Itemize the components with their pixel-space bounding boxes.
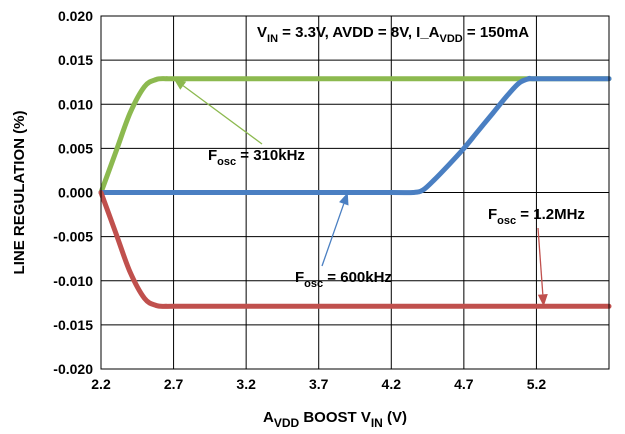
condition-label: VIN = 3.3V, AVDD = 8V, I_AVDD = 150mA	[257, 24, 529, 45]
annotation-arrow-shaft	[321, 203, 345, 267]
x-axis-title-main-2: BOOST V	[299, 409, 371, 426]
series-layer	[98, 75, 612, 309]
x-tick-label: 3.7	[309, 376, 329, 392]
annotation-suffix: = 600kHz	[323, 269, 392, 286]
annotation-600khz: Fosc = 600kHz	[295, 269, 392, 290]
x-tick-label: 3.2	[236, 376, 256, 392]
series-line-0	[98, 76, 612, 195]
condition-sub-2: VDD	[440, 33, 463, 45]
annotation-1-2mhz: Fosc = 1.2MHz	[488, 206, 585, 227]
x-tick-label: 4.7	[454, 376, 474, 392]
plot-frame	[100, 15, 610, 370]
annotation-suffix: = 1.2MHz	[516, 206, 585, 223]
condition-part-3: = 150mA	[463, 24, 529, 41]
x-axis-title: AVDD BOOST VIN (V)	[263, 409, 407, 430]
condition-part-1: V	[257, 24, 267, 41]
annotation-310khz: Fosc = 310kHz	[208, 147, 305, 168]
x-axis-title-tail: (V)	[383, 409, 407, 426]
annotation-sub: osc	[497, 215, 516, 227]
annotation-prefix: F	[208, 147, 217, 164]
annotation-arrows	[173, 78, 548, 307]
x-axis-title-main: A	[263, 409, 274, 426]
series-line-2	[98, 190, 612, 309]
annotation-arrow-shaft	[537, 227, 544, 295]
x-tick-label: 5.2	[527, 376, 547, 392]
annotation-suffix: = 310kHz	[236, 147, 305, 164]
annotation-arrow-head	[339, 192, 349, 206]
y-tick-label: -0.005	[53, 229, 93, 245]
y-tick-label: -0.010	[53, 273, 93, 289]
series-line-1	[98, 75, 612, 196]
y-axis-title: LINE REGULATION (%)	[11, 111, 28, 275]
x-tick-label: 2.2	[91, 376, 111, 392]
annotation-prefix: F	[295, 269, 304, 286]
annotation-sub: osc	[304, 278, 323, 290]
y-tick-label: 0.000	[58, 185, 93, 201]
x-tick-label: 4.2	[382, 376, 402, 392]
x-axis-title-sub-2: IN	[371, 416, 383, 430]
annotation-arrow-shaft	[182, 85, 263, 145]
y-tick-label: -0.020	[53, 361, 93, 377]
x-tick-label: 2.7	[164, 376, 184, 392]
annotation-sub: osc	[217, 156, 236, 168]
y-tick-label: 0.010	[58, 96, 93, 112]
y-tick-label: 0.005	[58, 140, 93, 156]
y-tick-label: 0.015	[58, 52, 93, 68]
y-tick-label: -0.015	[53, 317, 93, 333]
condition-part-2: = 3.3V, AVDD = 8V, I_A	[278, 24, 440, 41]
y-tick-labels: 0.020 0.015 0.010 0.005 0.000 -0.005 -0.010 -0.…	[53, 8, 93, 377]
y-tick-label: 0.020	[58, 8, 93, 24]
x-tick-labels: 2.2 2.7 3.2 3.7 4.2 4.7 5.2	[91, 376, 546, 392]
x-axis-title-sub: VDD	[274, 416, 300, 430]
annotation-arrow-head	[537, 294, 548, 307]
condition-sub-1: IN	[267, 33, 278, 45]
annotation-arrow-head	[173, 78, 187, 90]
annotation-prefix: F	[488, 206, 497, 223]
